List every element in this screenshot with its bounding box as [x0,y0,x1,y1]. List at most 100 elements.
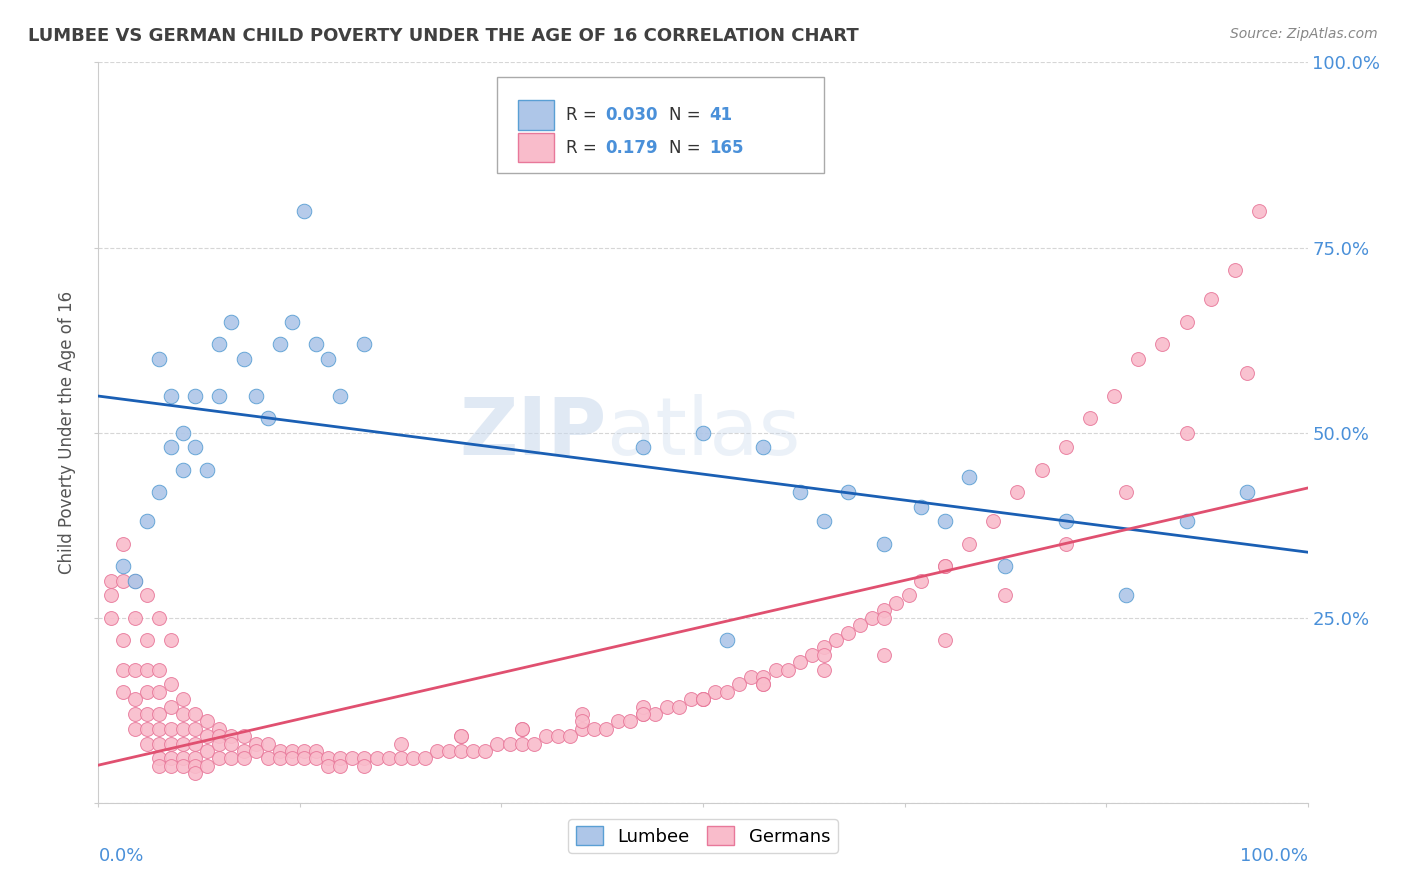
Point [450,744,472,758]
Point [353,758,375,772]
Point [789,655,811,669]
Point [172,706,194,721]
Point [1054,536,1077,550]
Point [172,722,194,736]
Point [305,336,328,351]
FancyBboxPatch shape [517,133,554,162]
Point [353,336,375,351]
Point [886,596,908,610]
Point [281,314,304,328]
Point [426,744,449,758]
Point [305,744,328,758]
Point [160,722,183,736]
Point [437,744,460,758]
Point [160,632,183,647]
Point [124,663,146,677]
Point [292,744,315,758]
Point [776,663,799,677]
Point [111,574,134,588]
Point [752,677,775,691]
Point [1054,515,1077,529]
Point [631,706,654,721]
Point [316,351,339,366]
Point [184,758,207,772]
Point [1199,293,1222,307]
Point [510,722,533,736]
Point [172,692,194,706]
Point [474,744,496,758]
Point [1175,425,1198,440]
Point [934,558,956,573]
Point [692,425,714,440]
Point [269,336,291,351]
Point [389,737,412,751]
Point [184,722,207,736]
Point [221,314,243,328]
Point [450,729,472,743]
Point [305,751,328,765]
Point [571,722,593,736]
Text: R =: R = [567,138,602,157]
Point [1031,462,1053,476]
Text: 0.0%: 0.0% [98,847,143,865]
Point [208,388,231,402]
Point [160,388,183,402]
Point [366,751,388,765]
Point [813,663,835,677]
Point [510,722,533,736]
Text: 100.0%: 100.0% [1240,847,1308,865]
Point [135,737,157,751]
Point [124,706,146,721]
Point [208,336,231,351]
Point [1054,441,1077,455]
Point [256,751,278,765]
Point [800,648,823,662]
Point [256,410,278,425]
Point [160,677,183,691]
Point [111,663,134,677]
Point [692,692,714,706]
Point [160,699,183,714]
Point [195,462,218,476]
Point [232,744,254,758]
Point [245,737,267,751]
Point [934,558,956,573]
Point [413,751,436,765]
Point [752,441,775,455]
Point [631,699,654,714]
Point [148,722,170,736]
Point [245,388,267,402]
Text: Source: ZipAtlas.com: Source: ZipAtlas.com [1230,27,1378,41]
Point [269,744,291,758]
Point [184,706,207,721]
Text: 0.030: 0.030 [605,106,658,124]
Point [232,751,254,765]
Point [148,706,170,721]
Point [1102,388,1125,402]
Point [316,751,339,765]
Point [124,722,146,736]
Point [728,677,751,691]
Point [111,536,134,550]
Point [195,729,218,743]
Point [873,603,896,617]
Text: atlas: atlas [606,393,800,472]
Text: R =: R = [567,106,602,124]
Point [148,663,170,677]
Point [184,388,207,402]
Point [135,515,157,529]
Point [910,574,932,588]
Point [825,632,848,647]
Point [957,536,980,550]
FancyBboxPatch shape [498,78,824,173]
Point [837,484,859,499]
Point [789,484,811,499]
Point [124,574,146,588]
Point [256,737,278,751]
Point [148,737,170,751]
Point [135,722,157,736]
FancyBboxPatch shape [517,100,554,129]
Point [195,744,218,758]
Point [208,737,231,751]
Point [172,758,194,772]
